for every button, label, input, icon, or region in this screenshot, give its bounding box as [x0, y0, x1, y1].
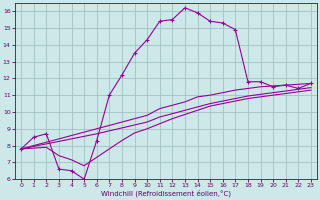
- X-axis label: Windchill (Refroidissement éolien,°C): Windchill (Refroidissement éolien,°C): [101, 190, 231, 197]
